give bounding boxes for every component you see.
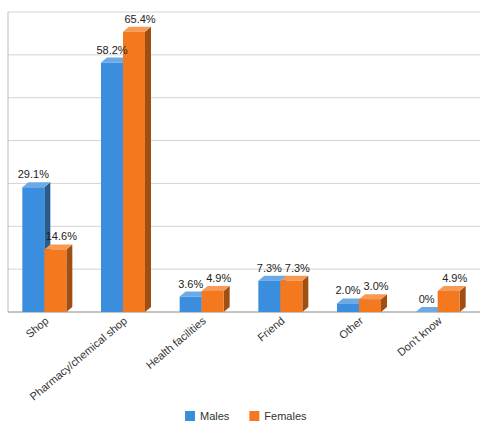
bar [258,281,280,312]
category-label: Friend [255,314,287,343]
grid-line [8,269,480,270]
legend-swatch [249,411,259,421]
data-label: 3.6% [178,278,203,290]
grid-line [8,226,480,227]
bar-top [280,276,308,281]
bar-top [123,27,151,32]
category-label: Pharmacy/chemical shop [27,314,129,402]
bar-side [302,276,308,312]
bar-group [44,244,72,312]
bars [22,27,465,312]
bar [123,32,145,312]
bar [202,291,224,312]
category-label: Shop [23,314,50,340]
bar [180,297,202,312]
grid [8,12,480,312]
bar-group [359,294,387,312]
bar [44,249,66,312]
chart-svg: 29.1%14.6%58.2%65.4%3.6%4.9%7.3%7.3%2.0%… [0,0,500,433]
bar-group [280,276,308,312]
bar-top [359,294,387,299]
bar-top [202,286,230,291]
legend-swatch [185,411,195,421]
data-label: 3.0% [363,280,388,292]
bar-side [66,244,72,312]
data-label: 2.0% [335,284,360,296]
legend: Males Females [185,410,307,422]
bar-group [123,27,151,312]
bar [101,63,123,312]
y-axis [8,12,9,312]
grid-line [8,97,480,98]
bar-top [22,182,50,187]
data-labels: 29.1%14.6%58.2%65.4%3.6%4.9%7.3%7.3%2.0%… [18,13,468,305]
category-label: Don't know [395,314,444,358]
bar [337,303,359,312]
grid-line [8,12,480,13]
bar-top [44,244,72,249]
bar [280,281,302,312]
category-label: Health facilities [144,314,209,371]
data-label: 4.9% [442,272,467,284]
data-label: 65.4% [124,13,155,25]
grid-line [8,54,480,55]
data-label: 58.2% [96,44,127,56]
legend-label: Females [264,410,307,422]
data-label: 0% [419,293,435,305]
legend-label: Males [200,410,230,422]
bar-side [145,27,151,312]
grid-line [8,140,480,141]
x-axis [8,312,480,313]
data-label: 14.6% [46,230,77,242]
chart-container: 29.1%14.6%58.2%65.4%3.6%4.9%7.3%7.3%2.0%… [0,0,500,433]
bar-group [202,286,230,312]
data-label: 29.1% [18,168,49,180]
bar [359,299,381,312]
data-label: 7.3% [257,262,282,274]
bar [438,291,460,312]
bar-top [438,286,466,291]
data-label: 4.9% [206,272,231,284]
bar [22,187,44,312]
grid-line [8,312,480,313]
bar-group [438,286,466,312]
category-label: Other [336,314,365,341]
grid-line [8,183,480,184]
data-label: 7.3% [285,262,310,274]
bar [416,312,438,313]
